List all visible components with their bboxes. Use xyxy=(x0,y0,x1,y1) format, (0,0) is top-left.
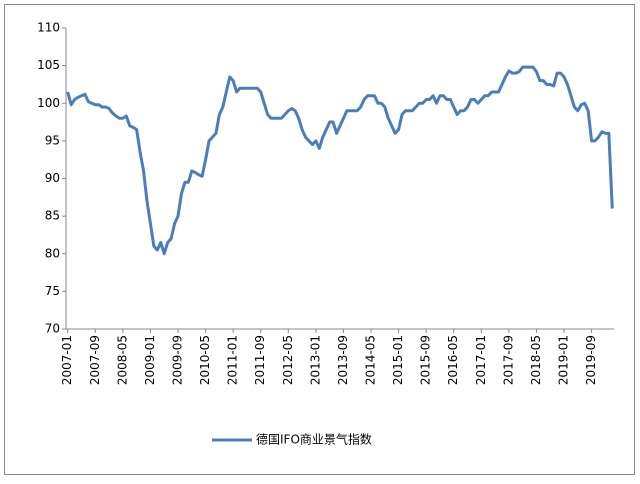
x-tick-label: 2007-09 xyxy=(88,335,102,385)
y-tick-label: 110 xyxy=(37,21,60,35)
x-tick-label: 2009-09 xyxy=(171,335,185,385)
y-tick-label: 85 xyxy=(45,209,60,223)
x-tick-label: 2014-05 xyxy=(364,335,378,385)
x-tick-label: 2018-05 xyxy=(529,335,543,385)
x-tick-label: 2019-01 xyxy=(557,335,571,385)
x-tick-label: 2017-01 xyxy=(474,335,488,385)
x-tick-label: 2017-09 xyxy=(501,335,515,385)
x-tick-label: 2010-05 xyxy=(198,335,212,385)
x-tick-label: 2019-09 xyxy=(584,335,598,385)
x-tick-label: 2009-01 xyxy=(143,335,157,385)
y-tick-label: 90 xyxy=(45,171,60,185)
x-tick-label: 2008-05 xyxy=(115,335,129,385)
y-tick-label: 95 xyxy=(45,133,60,147)
x-tick-label: 2015-01 xyxy=(391,335,405,385)
x-tick-label: 2011-01 xyxy=(226,335,240,385)
x-tick-label: 2012-05 xyxy=(281,335,295,385)
data-line xyxy=(66,65,614,256)
x-tick-label: 2015-09 xyxy=(419,335,433,385)
y-tick-label: 105 xyxy=(37,58,60,72)
x-tick-label: 2011-09 xyxy=(253,335,267,385)
x-tick-label: 2016-05 xyxy=(446,335,460,385)
y-tick-label: 100 xyxy=(37,96,60,110)
x-tick-label: 2007-01 xyxy=(60,335,74,385)
y-tick-label: 70 xyxy=(45,322,60,336)
chart-frame xyxy=(4,4,635,475)
x-tick-label: 2013-09 xyxy=(336,335,350,385)
x-tick-label: 2013-01 xyxy=(308,335,322,385)
y-tick-label: 80 xyxy=(45,246,60,260)
y-tick-label: 75 xyxy=(45,284,60,298)
legend-label: 德国IFO商业景气指数 xyxy=(256,432,372,447)
